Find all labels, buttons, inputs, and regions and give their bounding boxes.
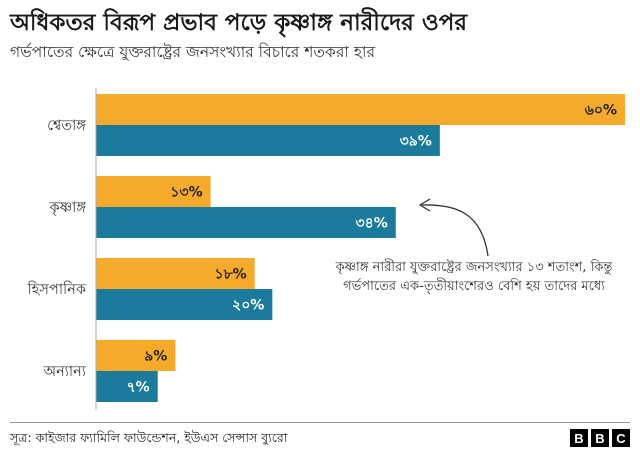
bbc-logo-letter: C	[612, 429, 630, 447]
bbc-logo-letter: B	[570, 429, 588, 447]
bar-orange	[96, 176, 211, 207]
data-label: ৭%	[127, 380, 150, 396]
data-label: ১৮%	[214, 267, 246, 283]
data-label: ৩৪%	[356, 216, 388, 232]
bar-blue	[96, 289, 273, 320]
footer-divider	[10, 422, 630, 423]
bbc-logo: B B C	[570, 429, 630, 447]
chart-annotation: কৃষ্ণাঙ্গ নারীরা যুক্তরাষ্ট্রের জনসংখ্যা…	[335, 260, 613, 294]
data-label: ২০%	[232, 298, 264, 314]
category-label: হিসপানিক	[27, 280, 87, 298]
annotation-arrow	[421, 204, 489, 257]
category-label: কৃষ্ণাঙ্গ	[48, 200, 87, 217]
bar-orange	[96, 258, 255, 289]
annotation-arrowhead	[418, 198, 431, 212]
chart-subtitle: গর্ভপাতের ক্ষেত্রে যুক্তরাষ্ট্রের জনসংখ্…	[10, 43, 376, 61]
bar-orange	[96, 340, 176, 371]
chart-title: অধিকতর বিরূপ প্রভাব পড়ে কৃষ্ণাঙ্গ নারীদ…	[10, 10, 468, 36]
bar-orange	[96, 94, 625, 125]
bar-blue	[96, 371, 158, 402]
data-label: ১৩%	[170, 185, 202, 201]
bar-blue	[96, 125, 440, 156]
data-label: ৩৯%	[400, 134, 432, 150]
bar-chart: শ্বেতাঙ্গ ৬০% ৩৯% কৃষ্ণাঙ্গ ১৩% ৩৪% হিসপানিক ১৮…	[27, 88, 625, 410]
source-note: সূত্র: কাইজার ফ্যামিলি ফাউন্ডেশন, ইউএস স…	[10, 430, 288, 445]
category-label: শ্বেতাঙ্গ	[47, 118, 87, 134]
category-label: অন্যান্য	[43, 364, 87, 380]
data-label: ৬০%	[585, 103, 617, 119]
bbc-logo-letter: B	[591, 429, 609, 447]
bar-blue	[96, 207, 396, 238]
data-label: ৯%	[144, 349, 167, 365]
